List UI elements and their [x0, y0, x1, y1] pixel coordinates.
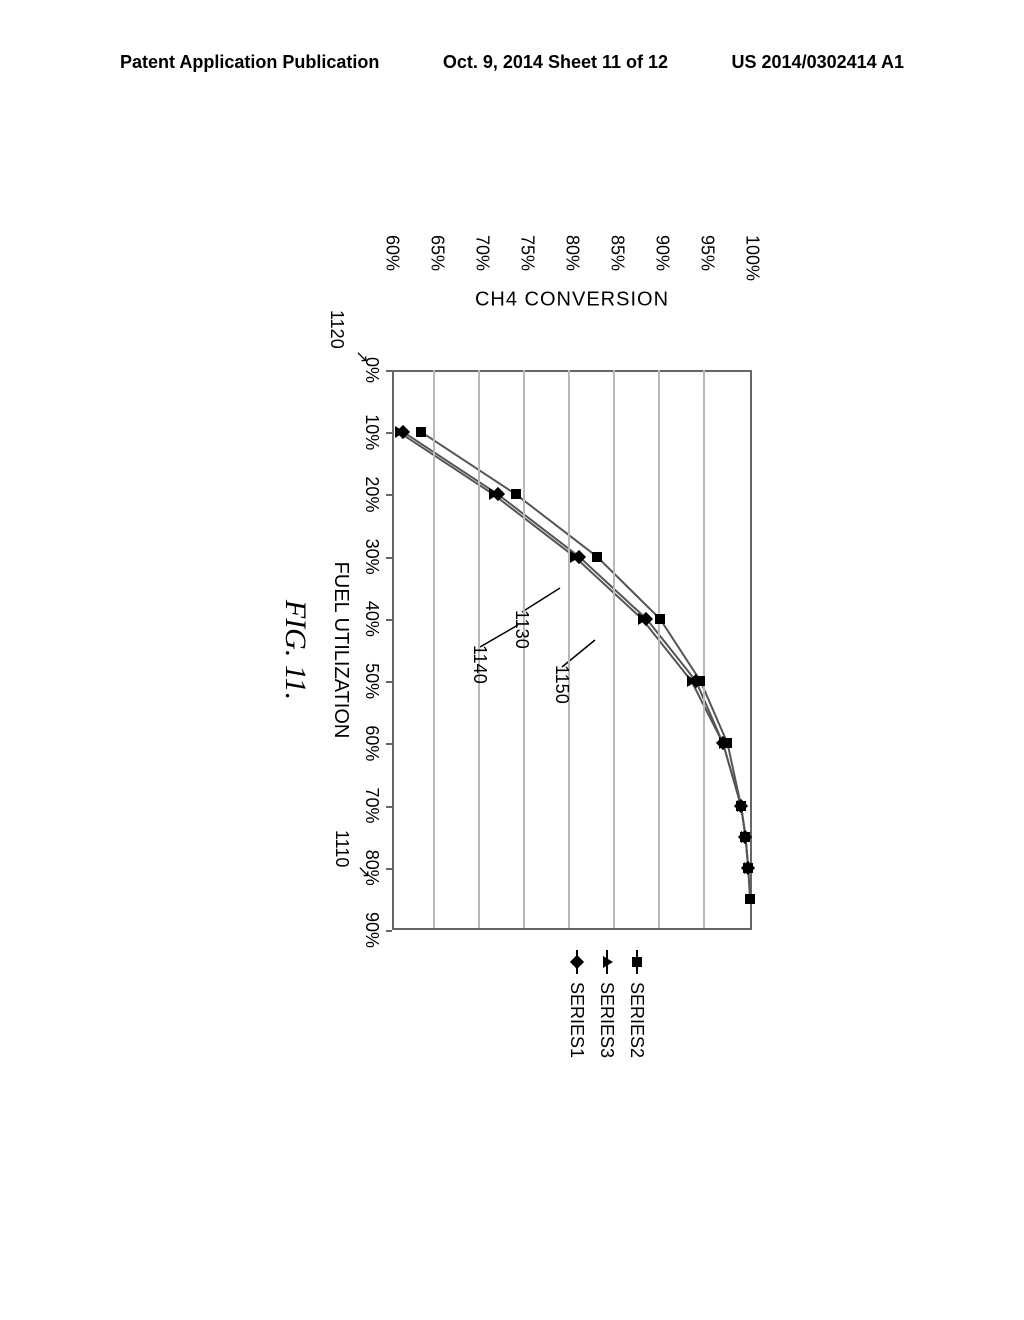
leader-line-icon [522, 588, 560, 612]
x-tick-label: 90% [361, 912, 382, 948]
x-tick [386, 557, 392, 559]
figure-caption: FIG. 11. [278, 600, 312, 700]
header-left: Patent Application Publication [120, 52, 379, 73]
gridline [433, 370, 435, 928]
x-tick [386, 806, 392, 808]
ref-label-1110: 1110 [331, 830, 352, 867]
x-tick-label: 80% [361, 850, 382, 886]
x-tick-label: 20% [361, 476, 382, 512]
legend-line-icon [606, 950, 608, 974]
header-center: Oct. 9, 2014 Sheet 11 of 12 [443, 52, 668, 73]
legend-item-series3: SERIES3 [592, 950, 622, 1058]
chart-wrapper: CH4 CONVERSION FUEL UTILIZATION FIG. 11.… [232, 270, 792, 1090]
legend-item-series1: SERIES1 [562, 950, 592, 1058]
legend-label: SERIES3 [597, 982, 618, 1058]
x-tick-label: 30% [361, 539, 382, 575]
series-lines-svg [390, 370, 750, 930]
legend-line-icon [636, 950, 638, 974]
legend-label: SERIES1 [567, 982, 588, 1058]
gridline [568, 370, 570, 928]
x-tick-label: 50% [361, 663, 382, 699]
square-marker-icon [511, 489, 521, 499]
x-tick [386, 868, 392, 870]
legend: SERIES2 SERIES3 SERIES1 [562, 950, 652, 1058]
x-tick [386, 619, 392, 621]
figure-rotated-wrapper: CH4 CONVERSION FUEL UTILIZATION FIG. 11.… [232, 270, 792, 1090]
y-tick-label: 95% [697, 235, 718, 425]
ref-label-1120: 1120 [326, 310, 347, 349]
ref-label-1140: 1140 [469, 645, 490, 684]
ref-label-1150: 1150 [551, 665, 572, 704]
square-marker-icon [417, 427, 427, 437]
x-tick [386, 681, 392, 683]
gridline [658, 370, 660, 928]
header-right: US 2014/0302414 A1 [732, 52, 904, 73]
triangle-marker-icon [603, 956, 613, 968]
square-marker-icon [745, 894, 755, 904]
x-tick-label: 70% [361, 788, 382, 824]
series-line-series1 [404, 432, 749, 868]
y-tick-label: 70% [472, 235, 493, 425]
y-tick-label: 90% [652, 235, 673, 425]
x-tick-label: 40% [361, 601, 382, 637]
page-root: { "header": { "left": "Patent Applicatio… [0, 0, 1024, 1320]
series-line-series3 [399, 432, 748, 868]
legend-line-icon [576, 950, 578, 974]
page-header: Patent Application Publication Oct. 9, 2… [0, 52, 1024, 73]
x-tick-label: 10% [361, 414, 382, 450]
square-marker-icon [592, 552, 602, 562]
diamond-marker-icon [570, 955, 584, 969]
x-tick [386, 432, 392, 434]
y-tick-label: 60% [382, 235, 403, 425]
plot-area [392, 370, 752, 930]
y-tick-label: 65% [427, 235, 448, 425]
y-tick-label: 85% [607, 235, 628, 425]
y-tick-label: 80% [562, 235, 583, 425]
x-tick [386, 494, 392, 496]
x-tick [386, 743, 392, 745]
legend-item-series2: SERIES2 [622, 950, 652, 1058]
x-tick [386, 930, 392, 932]
x-tick-label: 0% [361, 357, 382, 383]
legend-label: SERIES2 [627, 982, 648, 1058]
gridline [703, 370, 705, 928]
ref-label-1130: 1130 [511, 610, 532, 649]
square-marker-icon [655, 614, 665, 624]
y-tick-label: 75% [517, 235, 538, 425]
x-tick-label: 60% [361, 725, 382, 761]
gridline [613, 370, 615, 928]
x-axis-title: FUEL UTILIZATION [329, 562, 352, 739]
leader-line-icon [562, 640, 595, 667]
square-marker-icon [632, 957, 642, 967]
y-tick-label: 100% [742, 235, 763, 425]
gridline [523, 370, 525, 928]
